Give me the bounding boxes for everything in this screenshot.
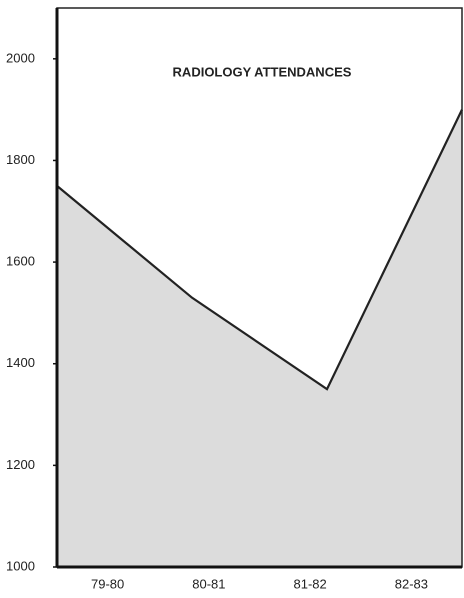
area-fill xyxy=(57,109,462,568)
y-tick-label: 1800 xyxy=(6,152,35,167)
y-tick-label: 1400 xyxy=(6,355,35,370)
x-tick-label: 79-80 xyxy=(91,576,124,591)
line xyxy=(56,109,463,391)
x-tick-label: 81-82 xyxy=(294,576,327,591)
chart-title: RADIOLOGY ATTENDANCES xyxy=(173,64,352,79)
x-tick-label: 80-81 xyxy=(192,576,225,591)
y-tick-label: 1000 xyxy=(6,558,35,573)
x-tick-label: 82-83 xyxy=(395,576,428,591)
y-tick-label: 2000 xyxy=(6,50,35,65)
y-tick-label: 1200 xyxy=(6,457,35,472)
y-tick-label: 1600 xyxy=(6,254,35,269)
